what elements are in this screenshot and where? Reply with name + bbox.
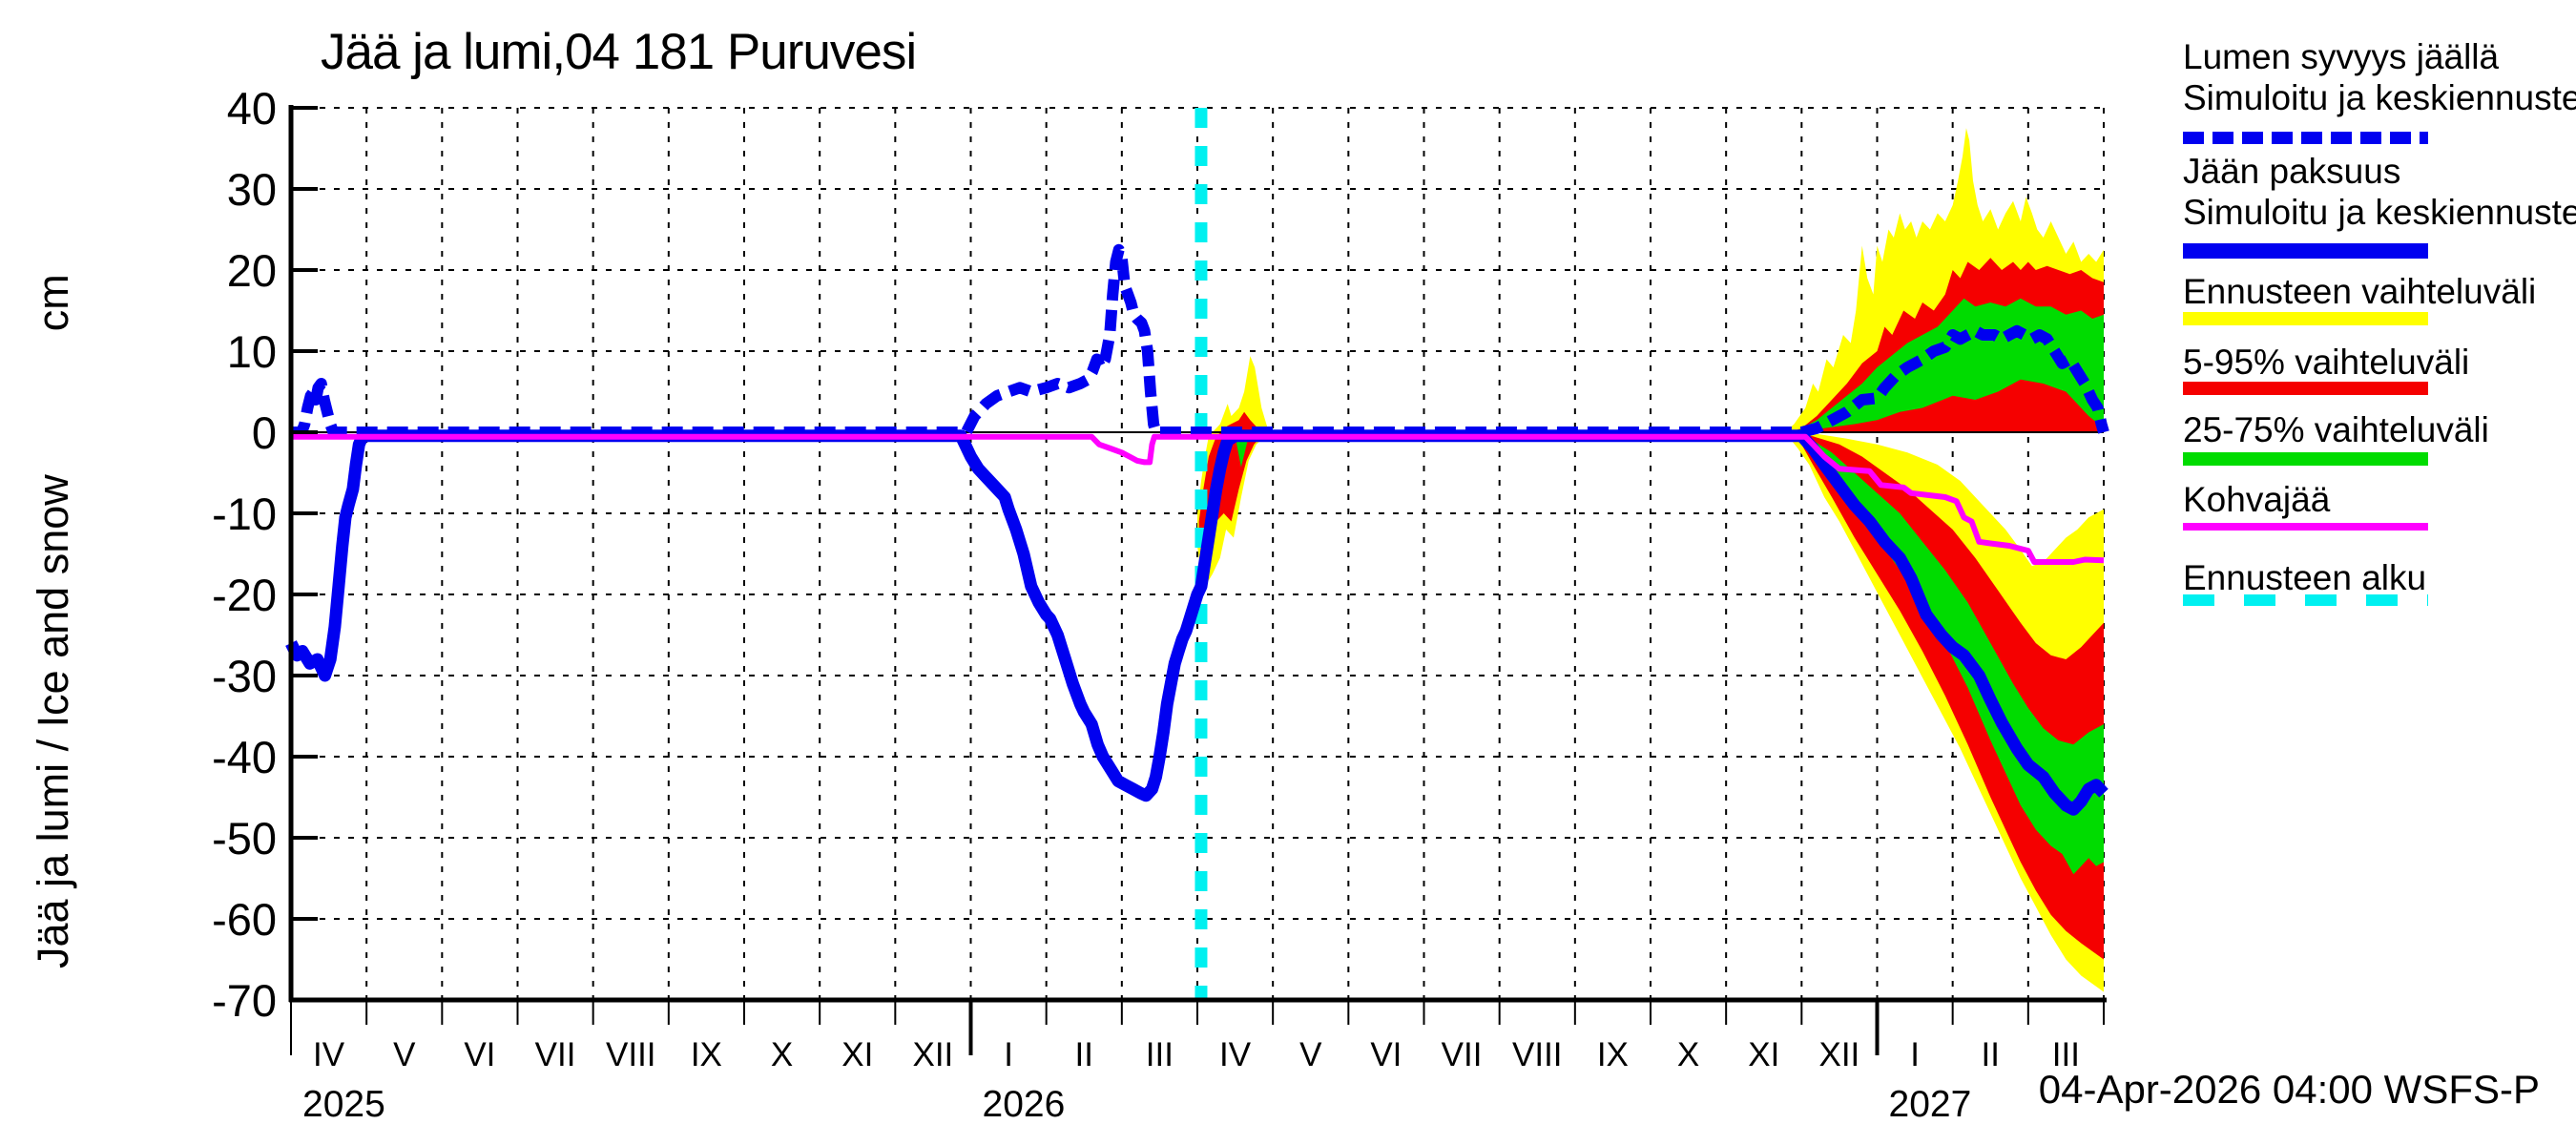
legend-label: Jään paksuus xyxy=(2183,152,2401,191)
footer-timestamp: 04-Apr-2026 04:00 WSFS-P xyxy=(2038,1067,2540,1112)
y-tick-label: 10 xyxy=(226,326,277,377)
y-axis-title: Jää ja lumi / Ice and snow cm xyxy=(29,148,78,968)
y-tick-label: -20 xyxy=(212,570,277,620)
legend-label: Lumen syvyys jäällä xyxy=(2183,37,2500,76)
month-label: II xyxy=(1074,1036,1093,1073)
month-label: IX xyxy=(690,1036,722,1073)
page-title: Jää ja lumi,04 181 Puruvesi xyxy=(321,24,917,80)
y-tick-label: -10 xyxy=(212,489,277,539)
y-tick-label: 30 xyxy=(226,164,277,215)
legend-label: Ennusteen vaihteluväli xyxy=(2183,272,2537,311)
y-tick-label: -30 xyxy=(212,651,277,701)
month-label: XII xyxy=(1818,1036,1860,1073)
month-label: XI xyxy=(1748,1036,1780,1073)
y-tick-label: 0 xyxy=(251,407,277,458)
y-tick-label: -70 xyxy=(212,975,277,1026)
snow-depth-line xyxy=(291,243,2109,438)
legend-label: Simuloitu ja keskiennuste xyxy=(2183,78,2576,117)
y-tick-label: -60 xyxy=(212,894,277,945)
kohvajaa-line xyxy=(291,433,2105,565)
month-label: IV xyxy=(313,1036,345,1073)
legend-label: Ennusteen alku xyxy=(2183,558,2427,597)
month-label: VI xyxy=(464,1036,496,1073)
month-label: VII xyxy=(1441,1036,1483,1073)
month-label: II xyxy=(1981,1036,2000,1073)
month-label: XI xyxy=(841,1036,874,1073)
month-label: VII xyxy=(534,1036,576,1073)
legend-line-swatch xyxy=(2183,382,2428,395)
year-label: 2026 xyxy=(982,1084,1066,1125)
month-label: X xyxy=(1676,1036,1700,1073)
month-label: III xyxy=(2051,1036,2080,1073)
legend-line-swatch xyxy=(2183,243,2428,259)
month-label: I xyxy=(1004,1036,1013,1073)
legend-line-swatch xyxy=(2183,132,2428,144)
month-label: V xyxy=(393,1036,416,1073)
month-label: VI xyxy=(1370,1036,1402,1073)
legend-line-swatch xyxy=(2183,594,2428,606)
month-label: VIII xyxy=(1512,1036,1563,1073)
month-label: VIII xyxy=(606,1036,656,1073)
legend-line-swatch xyxy=(2183,523,2428,531)
legend-line-swatch xyxy=(2183,312,2428,325)
month-label: IV xyxy=(1219,1036,1252,1073)
y-axis-label-text: Jää ja lumi / Ice and snow xyxy=(29,474,77,968)
month-label: III xyxy=(1145,1036,1174,1073)
month-label: X xyxy=(770,1036,794,1073)
legend-label: 5-95% vaihteluväli xyxy=(2183,343,2470,382)
month-label: IX xyxy=(1596,1036,1629,1073)
y-tick-label: -50 xyxy=(212,813,277,864)
month-label: I xyxy=(1910,1036,1920,1073)
y-tick-label: 20 xyxy=(226,245,277,296)
band-ice-5-95 xyxy=(1790,432,2104,960)
y-tick-label: -40 xyxy=(212,732,277,782)
y-axis-unit: cm xyxy=(29,274,77,332)
year-label: 2025 xyxy=(302,1084,385,1125)
legend-line-swatch xyxy=(2183,452,2428,466)
legend-label: Kohvajää xyxy=(2183,480,2331,519)
year-label: 2027 xyxy=(1888,1084,1972,1125)
band-melt2026-5-95 xyxy=(1198,411,1274,558)
month-label: V xyxy=(1299,1036,1322,1073)
legend-label: Simuloitu ja keskiennuste xyxy=(2183,193,2576,232)
month-label: XII xyxy=(912,1036,954,1073)
legend-label: 25-75% vaihteluväli xyxy=(2183,410,2489,449)
band-melt2026-25-75 xyxy=(1236,438,1248,468)
y-tick-label: 40 xyxy=(226,83,277,134)
